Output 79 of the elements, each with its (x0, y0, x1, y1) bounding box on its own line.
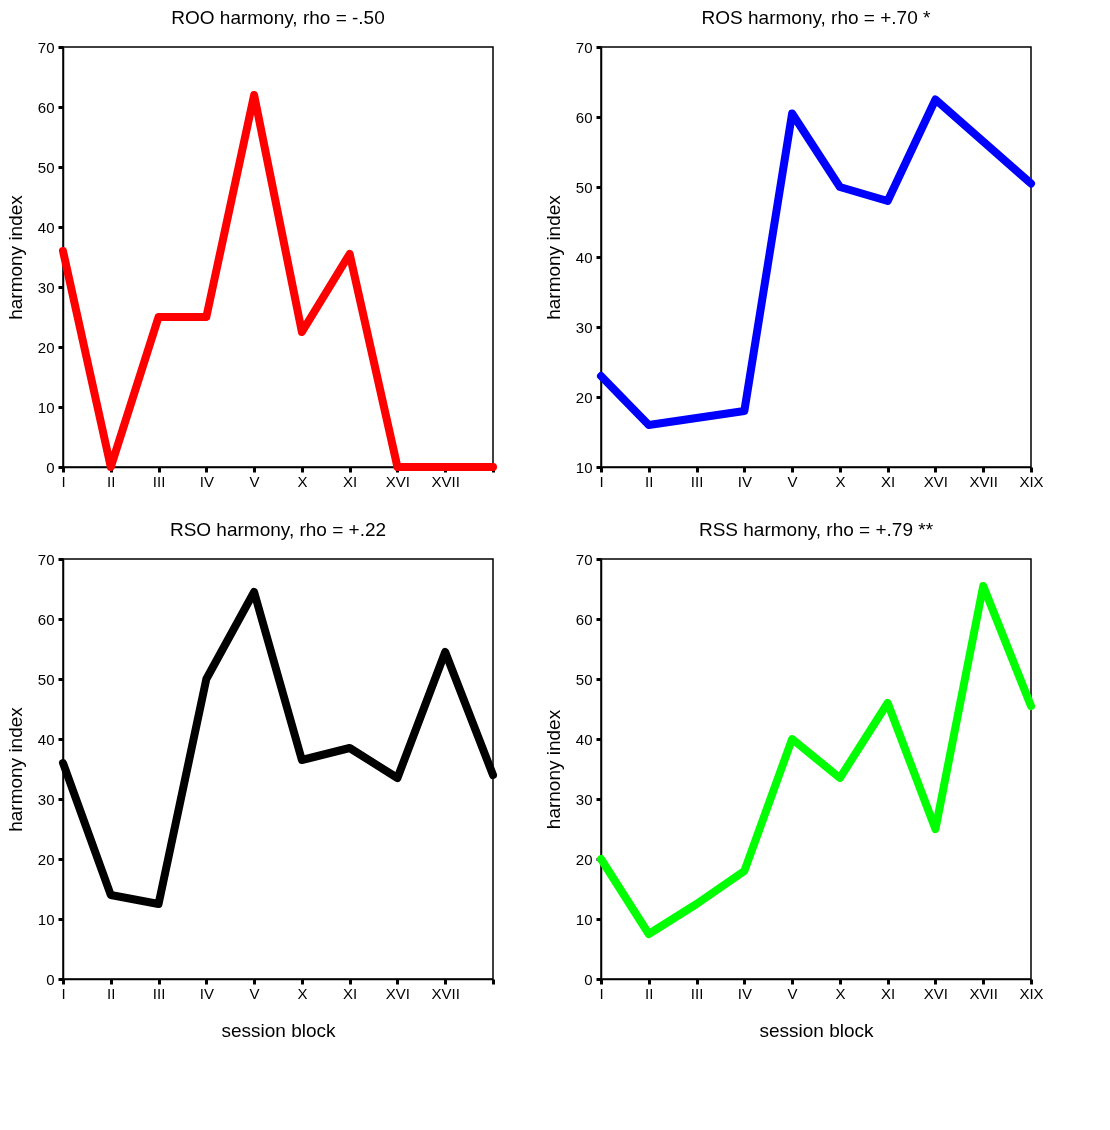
y-tick-label: 10 (575, 458, 593, 476)
y-tick-label: 20 (575, 850, 593, 868)
y-tick-label: 50 (575, 178, 593, 196)
x-tick-label: II (107, 984, 116, 1002)
x-tick-label: X (835, 984, 846, 1002)
x-tick-label: XIX (1019, 472, 1044, 490)
x-tick-label: III (152, 984, 166, 1002)
x-tick-label: IV (199, 472, 214, 490)
x-tick-label: II (645, 472, 654, 490)
y-tick-label: 0 (46, 970, 55, 988)
x-tick-label: V (249, 472, 260, 490)
x-tick-label: XIX (1019, 984, 1044, 1002)
x-tick-label: XVI (385, 472, 411, 490)
y-tick-label: 50 (575, 670, 593, 688)
y-tick-label: 30 (37, 278, 55, 296)
chart-title: ROS harmony, rho = +.70 * (701, 7, 932, 28)
y-tick-label: 70 (575, 550, 593, 568)
y-tick-label: 30 (575, 318, 593, 336)
y-tick-label: 20 (575, 388, 593, 406)
x-axis-title: session block (221, 1019, 337, 1041)
y-tick-label: 0 (46, 458, 55, 476)
x-tick-label: I (61, 472, 66, 490)
x-tick-label: XVII (431, 472, 460, 490)
x-tick-label: XVI (923, 472, 949, 490)
y-tick-label: 60 (575, 610, 593, 628)
x-tick-label: III (690, 984, 704, 1002)
y-tick-label: 10 (575, 910, 593, 928)
chart-title: ROO harmony, rho = -.50 (171, 7, 385, 28)
x-axis-title: session block (759, 1019, 875, 1041)
x-tick-label: I (599, 472, 604, 490)
x-tick-label: XVII (969, 984, 998, 1002)
x-tick-label: IV (737, 984, 752, 1002)
y-tick-label: 10 (37, 910, 55, 928)
x-tick-label: XI (343, 984, 358, 1002)
y-tick-label: 40 (575, 248, 593, 266)
y-axis-title: harmony index (4, 194, 26, 320)
x-tick-label: I (61, 984, 66, 1002)
y-axis-title: harmony index (4, 706, 26, 832)
x-tick-label: X (835, 472, 846, 490)
x-tick-label: XVII (431, 984, 460, 1002)
x-tick-label: II (645, 984, 654, 1002)
y-tick-label: 10 (37, 398, 55, 416)
x-tick-label: XI (343, 472, 358, 490)
y-tick-label: 40 (37, 218, 55, 236)
y-tick-label: 0 (584, 970, 593, 988)
y-tick-label: 70 (37, 550, 55, 568)
chart-title: RSS harmony, rho = +.79 ** (698, 519, 934, 540)
y-tick-label: 30 (575, 790, 593, 808)
x-tick-label: V (787, 984, 798, 1002)
y-tick-label: 50 (37, 670, 55, 688)
x-tick-label: X (297, 984, 308, 1002)
y-tick-label: 30 (37, 790, 55, 808)
y-axis-title: harmony index (542, 194, 564, 320)
y-tick-label: 20 (37, 850, 55, 868)
x-tick-label: XVI (923, 984, 949, 1002)
x-tick-label: X (297, 472, 308, 490)
x-tick-label: XVI (385, 984, 411, 1002)
y-tick-label: 70 (37, 38, 55, 56)
x-tick-label: V (787, 472, 798, 490)
y-tick-label: 60 (37, 98, 55, 116)
x-tick-label: III (690, 472, 704, 490)
x-tick-label: XI (881, 472, 896, 490)
x-tick-label: IV (199, 984, 214, 1002)
x-tick-label: III (152, 472, 166, 490)
x-tick-label: II (107, 472, 116, 490)
y-tick-label: 40 (37, 730, 55, 748)
x-tick-label: I (599, 984, 604, 1002)
y-tick-label: 60 (575, 108, 593, 126)
y-tick-label: 20 (37, 338, 55, 356)
y-axis-title: harnony index (542, 709, 564, 830)
x-tick-label: V (249, 984, 260, 1002)
x-tick-label: XI (881, 984, 896, 1002)
y-tick-label: 40 (575, 730, 593, 748)
x-tick-label: XVII (969, 472, 998, 490)
chart-title: RSO harmony, rho = +.22 (169, 519, 387, 540)
x-tick-label: IV (737, 472, 752, 490)
y-tick-label: 70 (575, 38, 593, 56)
y-tick-label: 50 (37, 158, 55, 176)
y-tick-label: 60 (37, 610, 55, 628)
